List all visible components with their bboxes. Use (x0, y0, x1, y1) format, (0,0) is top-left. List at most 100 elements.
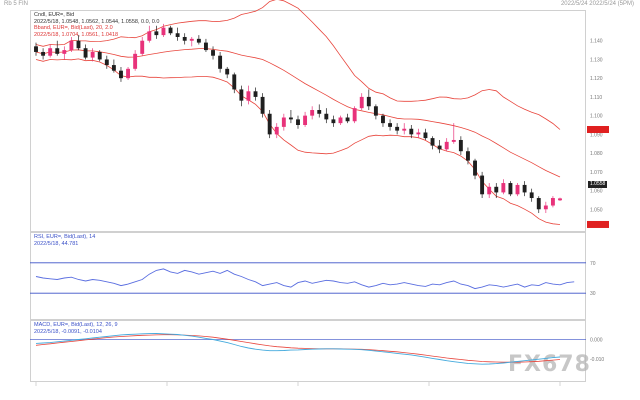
rsi-legend-line1: RSI, EUR=, Bid(Last), 14 (34, 234, 96, 240)
candle-body (69, 40, 74, 51)
price-legend-line2: 2022/5/18, 1.0548, 1.0562, 1.0544, 1.055… (34, 18, 160, 25)
candle-body (211, 50, 215, 56)
candle-body (62, 50, 67, 54)
bband-upper-line (35, 0, 561, 130)
candle-body (423, 132, 428, 139)
candle-body (246, 91, 251, 101)
upper-band-tag (587, 126, 609, 134)
price-axis-tick: 1.110 (590, 95, 602, 101)
candle-body (522, 184, 527, 193)
candle-body (140, 40, 145, 54)
candle-body (303, 115, 308, 125)
candle-body (437, 145, 442, 150)
candle-body (154, 31, 159, 36)
price-panel[interactable] (30, 10, 586, 232)
candle-body (239, 89, 244, 101)
price-axis-tick: 1.050 (590, 207, 603, 213)
candle-body (487, 186, 492, 195)
macd-signal-line (35, 334, 561, 363)
candle-body (416, 132, 421, 135)
candle-body (508, 183, 513, 195)
last-price-tag: 1.0558 (588, 181, 608, 188)
candle-body (543, 205, 548, 210)
candle-body (536, 198, 541, 210)
candle-body (90, 51, 95, 58)
candle-body (147, 31, 152, 41)
price-axis-tick: 1.130 (590, 57, 603, 63)
candle-body (232, 74, 237, 90)
bband-legend-line2: 2022/5/18, 1.0704, 1.0561, 1.0418 (34, 31, 119, 38)
price-axis-tick: 1.140 (590, 39, 603, 45)
price-axis-tick: 1.090 (590, 132, 603, 138)
candle-body (402, 128, 407, 131)
rsi-legend: RSI, EUR=, Bid(Last), 14 2022/5/18, 44.7… (34, 234, 95, 247)
candle-body (473, 160, 477, 176)
macd-legend-line2: 2022/5/18, -0.0091, -0.0104 (34, 328, 102, 335)
rsi-panel[interactable] (30, 232, 586, 320)
price-axis-tick: 1.120 (590, 76, 603, 82)
candle-body (310, 110, 315, 116)
price-legend: Cndl, EUR=, Bid 2022/5/18, 1.0548, 1.056… (34, 12, 159, 38)
candle-body (119, 70, 123, 79)
bband-middle-line (35, 48, 561, 178)
macd-line (35, 332, 561, 365)
candle-body (203, 42, 208, 51)
price-axis-tick: 1.100 (590, 114, 603, 120)
candle-body (409, 128, 414, 135)
candle-body (345, 117, 350, 122)
macd-legend: MACD, EUR=, Bid(Last), 12, 26, 9 2022/5/… (34, 322, 118, 335)
candle-body (501, 183, 506, 193)
candle-body (324, 113, 329, 120)
candle-body (55, 48, 60, 54)
candle-body (558, 198, 562, 201)
candle-body (161, 27, 166, 36)
candle-body (317, 110, 322, 114)
rsi-axis-tick: 30 (590, 291, 596, 297)
candle-body (182, 36, 187, 41)
lower-band-tag (587, 220, 609, 228)
macd-axis-tick: -0.010 (590, 357, 604, 363)
candle-body (168, 27, 173, 34)
candle-body (296, 119, 300, 125)
candle-body (253, 91, 258, 97)
candle-body (196, 38, 201, 43)
candle-body (458, 139, 463, 152)
candle-body (529, 192, 534, 199)
candle-body (465, 151, 470, 161)
candle-body (494, 186, 499, 193)
candle-body (126, 68, 131, 79)
rsi-line (35, 268, 575, 290)
header-right-text: 2022/5/24 2022/5/24 (5PM) (560, 1, 634, 7)
candle-body (218, 55, 223, 69)
candle-body (225, 68, 230, 75)
price-legend-line1: Cndl, EUR=, Bid (34, 12, 75, 18)
candle-body (444, 141, 449, 150)
candle-body (111, 65, 116, 71)
candle-body (83, 48, 88, 58)
rsi-legend-line2: 2022/5/18, 44.781 (34, 240, 79, 247)
price-axis-tick: 1.080 (590, 151, 603, 157)
macd-panel[interactable] (30, 320, 586, 382)
bband-lower-line (35, 58, 561, 225)
candle-body (274, 126, 279, 135)
macd-axis-tick: 0.000 (590, 338, 603, 344)
candle-body (281, 117, 286, 127)
price-axis-tick: 1.060 (590, 189, 603, 195)
candle-body (34, 46, 38, 52)
candle-body (338, 117, 343, 124)
candle-body (260, 96, 265, 114)
candle-body (359, 96, 364, 109)
candle-body (133, 53, 138, 69)
candle-body (267, 113, 272, 135)
chart-header: Rb 5 FIN 2022/5/24 2022/5/24 (5PM) (0, 0, 640, 10)
candle-body (331, 119, 336, 124)
candle-body (515, 184, 520, 195)
candle-body (352, 108, 357, 122)
candle-body (430, 138, 435, 146)
candle-body (288, 117, 293, 120)
macd-legend-line1: MACD, EUR=, Bid(Last), 12, 26, 9 (34, 322, 118, 328)
candle-body (366, 96, 371, 107)
candle-body (41, 51, 46, 56)
candle-body (451, 139, 456, 142)
